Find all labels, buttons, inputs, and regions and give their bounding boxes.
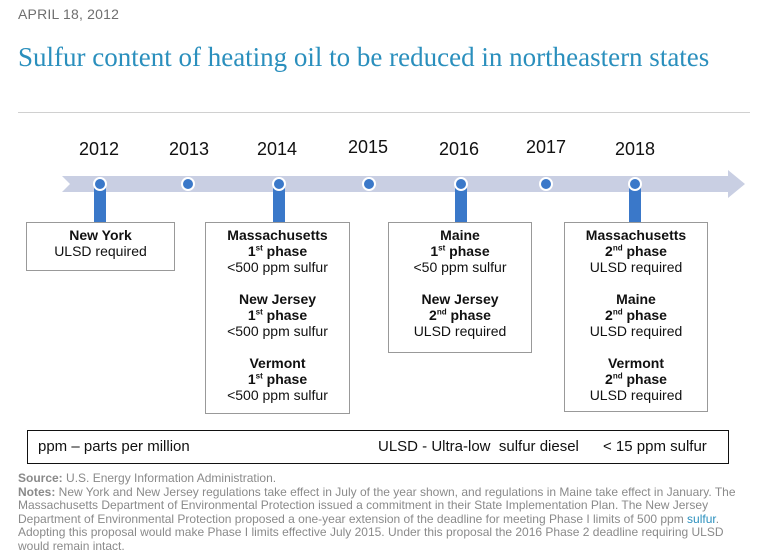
requirement-text: ULSD required xyxy=(413,323,507,339)
phase-label: 2nd phase xyxy=(605,371,667,387)
year-label-2012: 2012 xyxy=(78,139,120,159)
box-2014: Massachusetts 1st phase <500 ppm sulfur … xyxy=(205,222,350,414)
title-divider xyxy=(18,112,750,113)
marker-2016 xyxy=(454,177,468,191)
entry-massachusetts-phase1: Massachusetts 1st phase <500 ppm sulfur xyxy=(206,227,349,275)
requirement-text: ULSD required xyxy=(589,323,683,339)
source-text: U.S. Energy Information Administration. xyxy=(62,471,277,485)
connector-2014 xyxy=(273,184,285,222)
source-notes: Source: U.S. Energy Information Administ… xyxy=(18,471,750,554)
phase-label: 2nd phase xyxy=(429,307,491,323)
notes-link-sulfur[interactable]: sulfur xyxy=(687,511,716,526)
state-name: Maine xyxy=(440,227,480,243)
year-label-2016: 2016 xyxy=(438,139,480,159)
requirement-text: ULSD required xyxy=(54,243,147,259)
requirement-text: <500 ppm sulfur xyxy=(227,259,328,275)
state-name: Vermont xyxy=(249,355,306,371)
state-name: New Jersey xyxy=(238,291,317,307)
requirement-text: <500 ppm sulfur xyxy=(227,323,328,339)
state-name: Maine xyxy=(616,291,656,307)
year-label-2013: 2013 xyxy=(168,139,210,159)
year-label-2017: 2017 xyxy=(525,137,567,157)
timeline-arrow xyxy=(62,170,745,198)
entry-new-jersey-phase1: New Jersey 1st phase <500 ppm sulfur xyxy=(206,291,349,339)
timeline xyxy=(62,170,745,222)
entry-new-jersey-phase2: New Jersey 2nd phase ULSD required xyxy=(389,291,531,339)
notes-paragraph: Notes: New York and New Jersey regulatio… xyxy=(18,484,750,554)
state-name: New Jersey xyxy=(421,291,499,307)
requirement-text: <50 ppm sulfur xyxy=(413,259,507,275)
phase-label: 1st phase xyxy=(247,371,308,387)
connector-2016 xyxy=(455,184,467,222)
year-label-2014: 2014 xyxy=(256,139,298,159)
entry-vermont-phase2: Vermont 2nd phase ULSD required xyxy=(565,355,707,403)
state-name: Massachusetts xyxy=(227,227,328,243)
legend-threshold: < 15 ppm sulfur xyxy=(603,438,707,455)
box-2016: Maine 1st phase <50 ppm sulfur New Jerse… xyxy=(388,222,532,353)
date-label: APRIL 18, 2012 xyxy=(18,6,120,22)
marker-2012 xyxy=(93,177,107,191)
page-title: Sulfur content of heating oil to be redu… xyxy=(18,42,710,72)
marker-2015 xyxy=(362,177,376,191)
marker-2013 xyxy=(181,177,195,191)
connector-2012 xyxy=(94,184,106,222)
legend-box: ppm – parts per million ULSD - Ultra-low… xyxy=(27,430,729,464)
state-name: New York xyxy=(69,227,132,243)
marker-2018 xyxy=(628,177,642,191)
marker-2017 xyxy=(539,177,553,191)
requirement-text: ULSD required xyxy=(589,259,683,275)
box-2018: Massachusetts 2nd phase ULSD required Ma… xyxy=(564,222,708,412)
phase-label: 1st phase xyxy=(247,307,308,323)
box-2012: New York ULSD required xyxy=(26,222,175,271)
entry-vermont-phase1: Vermont 1st phase <500 ppm sulfur xyxy=(206,355,349,403)
year-label-2018: 2018 xyxy=(614,139,656,159)
phase-label: 2nd phase xyxy=(605,243,667,259)
notes-text: New York and New Jersey regulations take… xyxy=(18,484,736,526)
phase-label: 1st phase xyxy=(430,243,490,259)
entry-maine-phase2: Maine 2nd phase ULSD required xyxy=(565,291,707,339)
legend-ppm: ppm – parts per million xyxy=(38,438,190,455)
entry-new-york: New York ULSD required xyxy=(27,227,174,259)
phase-label: 2nd phase xyxy=(605,307,667,323)
notes-label: Notes: xyxy=(18,484,56,499)
entry-maine-phase1: Maine 1st phase <50 ppm sulfur xyxy=(389,227,531,275)
source-label: Source: xyxy=(18,471,63,485)
phase-label: 1st phase xyxy=(247,243,308,259)
state-name: Vermont xyxy=(607,355,664,371)
requirement-text: ULSD required xyxy=(589,387,683,403)
entry-massachusetts-phase2: Massachusetts 2nd phase ULSD required xyxy=(565,227,707,275)
year-label-2015: 2015 xyxy=(347,137,389,157)
requirement-text: <500 ppm sulfur xyxy=(227,387,328,403)
source-line: Source: U.S. Energy Information Administ… xyxy=(18,471,750,486)
marker-2014 xyxy=(272,177,286,191)
legend-ulsd: ULSD - Ultra-low sulfur diesel xyxy=(378,438,579,455)
state-name: Massachusetts xyxy=(585,227,687,243)
notes-text-end: . Adopting this proposal would make Phas… xyxy=(18,511,724,553)
connector-2018 xyxy=(629,184,641,222)
